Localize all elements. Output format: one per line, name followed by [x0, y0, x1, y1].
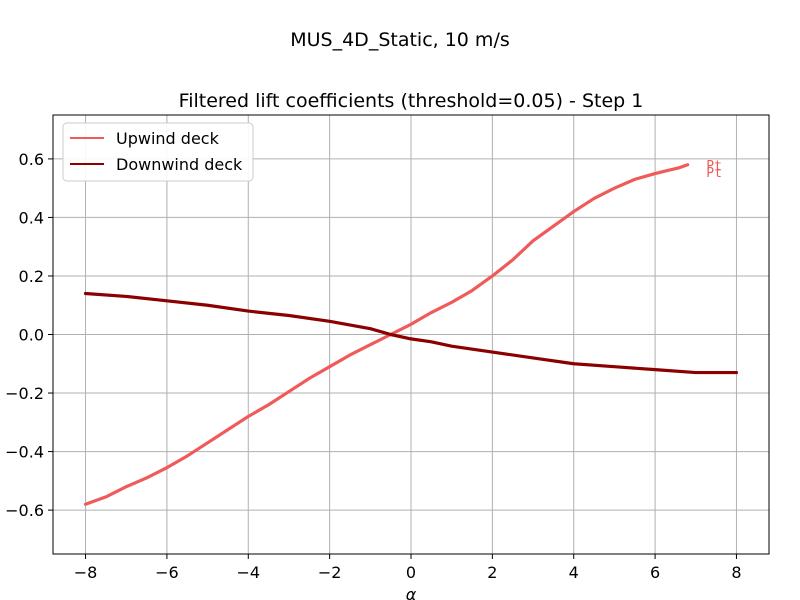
figure-suptitle: MUS_4D_Static, 10 m/s [290, 29, 510, 51]
data-point-upwind-deck-5 [185, 454, 189, 458]
data-point-downwind-deck-14 [572, 362, 576, 366]
data-point-upwind-deck-12 [328, 365, 331, 368]
data-point-upwind-deck-24 [572, 210, 576, 213]
data-point-upwind-deck-16 [409, 322, 413, 326]
data-point-upwind-deck-14 [369, 343, 372, 347]
data-point-upwind-deck-0 [84, 502, 87, 506]
legend: Upwind deck Downwind deck [62, 122, 254, 182]
data-point-upwind-deck-3 [145, 476, 148, 480]
grid-lines [53, 115, 769, 554]
data-point-upwind-deck-10 [287, 390, 291, 393]
x-tick-label-2: −4 [236, 563, 260, 582]
x-tick-label-6: 4 [569, 563, 579, 582]
legend-box [62, 122, 254, 182]
x-tick-label-5: 2 [487, 563, 497, 582]
data-point-upwind-deck-31 [686, 163, 689, 167]
annotation-0: Pt [706, 159, 722, 174]
y-axis-ticks: −0.6 −0.4 −0.2 0.0 0.2 0.4 0.6 [5, 150, 53, 520]
data-point-downwind-deck-13 [531, 356, 535, 360]
data-point-upwind-deck-13 [348, 353, 352, 357]
x-tick-label-0: −8 [74, 563, 98, 582]
data-point-upwind-deck-11 [307, 377, 311, 380]
data-point-upwind-deck-1 [104, 495, 108, 499]
data-point-downwind-deck-11 [450, 344, 453, 348]
x-tick-label-7: 6 [650, 563, 660, 582]
data-point-upwind-deck-21 [511, 258, 515, 262]
series-layer [83, 163, 739, 506]
data-point-downwind-deck-7 [369, 327, 372, 330]
data-point-upwind-deck-6 [206, 441, 209, 445]
data-point-upwind-deck-2 [124, 485, 128, 488]
data-point-upwind-deck-22 [531, 239, 535, 243]
series-line-upwind-deck [83, 163, 690, 506]
x-axis-label: α [406, 585, 417, 600]
y-tick-label-6: 0.6 [19, 150, 44, 169]
y-tick-label-2: −0.2 [5, 384, 44, 403]
data-point-downwind-deck-1 [124, 295, 128, 298]
data-point-downwind-deck-8 [389, 333, 392, 336]
y-tick-label-4: 0.2 [19, 267, 44, 286]
data-point-downwind-deck-5 [287, 314, 291, 317]
x-tick-label-4: 0 [406, 563, 416, 582]
chart-title: Filtered lift coefficients (threshold=0.… [179, 90, 644, 112]
data-point-downwind-deck-18 [735, 371, 738, 374]
x-tick-label-1: −6 [155, 563, 179, 582]
data-point-downwind-deck-17 [694, 371, 698, 374]
data-point-downwind-deck-10 [430, 340, 433, 344]
data-point-upwind-deck-18 [450, 301, 453, 304]
data-point-upwind-deck-19 [470, 289, 474, 292]
x-axis-ticks: −8 −6 −4 −2 0 2 4 6 8 [74, 554, 742, 582]
data-point-downwind-deck-3 [206, 303, 209, 307]
x-tick-label-8: 8 [731, 563, 741, 582]
data-point-downwind-deck-15 [613, 365, 616, 368]
data-point-upwind-deck-27 [633, 178, 637, 181]
y-tick-label-3: 0.0 [19, 326, 44, 345]
data-point-upwind-deck-23 [552, 224, 555, 228]
data-point-downwind-deck-12 [491, 350, 494, 354]
legend-label-downwind-deck: Downwind deck [116, 155, 243, 174]
data-point-upwind-deck-17 [430, 311, 433, 314]
data-point-downwind-deck-6 [328, 320, 331, 323]
x-tick-label-3: −2 [318, 563, 342, 582]
y-tick-label-5: 0.4 [19, 208, 44, 227]
series-points-upwind-deck [84, 163, 689, 506]
y-tick-label-0: −0.6 [5, 501, 44, 520]
data-point-upwind-deck-7 [226, 428, 230, 431]
annotation-1: Pt [706, 166, 722, 181]
y-tick-label-1: −0.4 [5, 443, 44, 462]
series-points-downwind-deck [84, 292, 738, 374]
data-point-downwind-deck-16 [653, 368, 657, 371]
data-point-downwind-deck-2 [165, 299, 169, 303]
data-point-upwind-deck-20 [491, 274, 494, 278]
data-point-upwind-deck-4 [165, 466, 169, 469]
data-point-upwind-deck-30 [678, 166, 681, 169]
data-point-downwind-deck-0 [84, 292, 87, 295]
data-point-upwind-deck-9 [267, 403, 270, 407]
data-point-upwind-deck-8 [246, 415, 250, 418]
data-point-upwind-deck-26 [613, 186, 616, 190]
data-point-downwind-deck-9 [409, 337, 413, 341]
data-point-upwind-deck-28 [653, 172, 657, 175]
legend-label-upwind-deck: Upwind deck [116, 129, 220, 148]
data-point-downwind-deck-4 [246, 309, 250, 313]
data-point-upwind-deck-29 [665, 169, 669, 172]
data-point-upwind-deck-25 [592, 197, 596, 200]
